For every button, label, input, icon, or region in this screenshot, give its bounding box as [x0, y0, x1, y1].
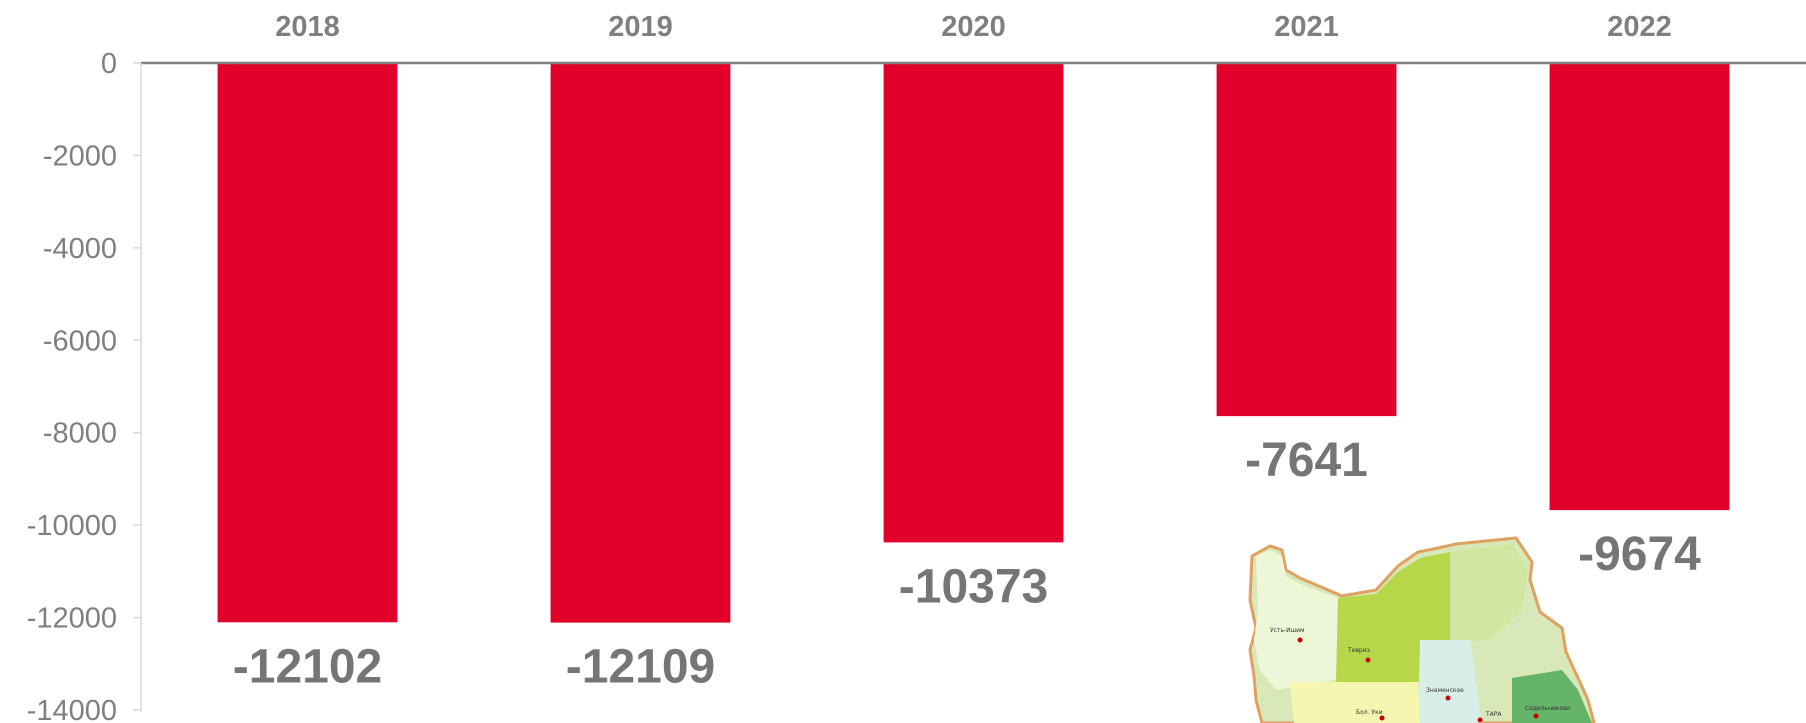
map-dot-6 [1477, 717, 1483, 723]
map-region-center-south [1418, 640, 1482, 723]
map-dot-3 [1445, 695, 1451, 701]
map-dot-4 [1533, 713, 1539, 719]
value-axis-tick-label: -6000 [43, 325, 117, 357]
category-label-2019: 2019 [608, 11, 673, 43]
map-region-south-west [1290, 682, 1420, 723]
bar-2021 [1216, 63, 1397, 417]
data-label-2018: -12102 [233, 640, 382, 693]
map-label-tevriz: Тевриз [1347, 647, 1370, 654]
bar-2018 [217, 63, 398, 623]
value-axis-tick-label: -12000 [27, 603, 117, 635]
data-label-2022: -9674 [1578, 528, 1701, 581]
category-label-2018: 2018 [275, 11, 340, 43]
data-label-2019: -12109 [566, 641, 715, 694]
value-axis-tick-label: 0 [101, 48, 117, 80]
value-axis-ticks: 0 -2000 -4000 -6000 -8000 -10000 -12000 -14000 [27, 48, 141, 723]
value-axis-tick-label: -14000 [27, 695, 117, 723]
value-axis-tick-label: -8000 [43, 418, 117, 450]
value-axis-tick-label: -2000 [43, 140, 117, 172]
map-region-north-west [1254, 550, 1338, 690]
category-label-2020: 2020 [941, 11, 1006, 43]
bar-2019 [550, 63, 731, 623]
category-labels: 2018 2019 2020 2021 2022 [275, 11, 1672, 43]
map-region-south-east [1512, 670, 1592, 723]
data-label-2020: -10373 [899, 560, 1048, 613]
map-dot-5 [1379, 715, 1385, 721]
map-label-ust-ishim: Усть-Ишим [1270, 627, 1305, 634]
value-axis-tick-label: -10000 [27, 510, 117, 542]
map-label-sedelnikovo: Седельниково [1525, 705, 1571, 712]
map-label-bol-uki: Бол. Уки [1356, 709, 1383, 716]
map-region-center [1450, 544, 1528, 642]
map-label-tara: ТАРА [1485, 711, 1502, 718]
region-map-image: Усть-Ишим Тевриз Знаменское Седельниково… [1248, 536, 1596, 723]
data-label-2021: -7641 [1245, 434, 1368, 487]
bar-2022 [1549, 63, 1730, 511]
map-dot-1 [1297, 637, 1303, 643]
bar-2020 [883, 63, 1064, 543]
map-label-znamenskoe: Знаменское [1426, 687, 1464, 694]
category-label-2021: 2021 [1274, 11, 1339, 43]
category-label-2022: 2022 [1607, 11, 1672, 43]
map-dot-2 [1365, 657, 1371, 663]
data-labels: -12102 -12109 -10373 -7641 -9674 [233, 434, 1701, 693]
value-axis-tick-label: -4000 [43, 233, 117, 265]
bars-group [217, 63, 1730, 623]
